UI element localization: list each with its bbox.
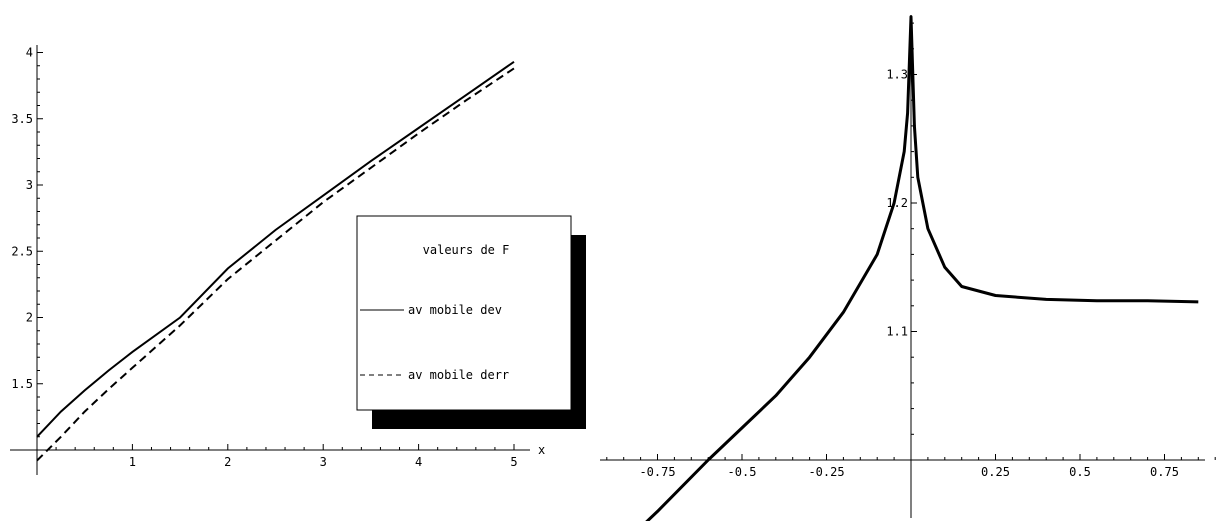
- y-tick-label: 3.5: [11, 112, 33, 126]
- x-tick-label: 5: [510, 455, 517, 469]
- x-tick-label: -0.75: [639, 465, 675, 479]
- series-line-1: [645, 15, 1199, 521]
- series-line-2: [36, 67, 515, 462]
- series-line-1: [36, 60, 515, 438]
- y-tick-label: 1.2: [886, 196, 908, 210]
- x-tick-label: 0.75: [1150, 465, 1179, 479]
- x-tick-label: 3: [320, 455, 327, 469]
- legend-label-2: av mobile derr: [408, 368, 509, 382]
- legend-title: valeurs de F: [423, 243, 510, 257]
- y-tick-label: 1.3: [886, 68, 908, 82]
- y-tick-label: 2.5: [11, 244, 33, 258]
- y-tick-label: 4: [26, 46, 33, 60]
- legend-label-1: av mobile dev: [408, 303, 502, 317]
- y-tick-label: 3: [26, 178, 33, 192]
- x-axis-label: x: [538, 443, 545, 457]
- chart-left: 1 2 3 4 5 1.5 2 2.5 3 3.5 4 x valeurs de F av mobile …: [10, 45, 586, 475]
- x-tick-label: -0.5: [728, 465, 757, 479]
- x-tick-label: 4: [415, 455, 422, 469]
- x-tick-label: -0.25: [808, 465, 844, 479]
- y-tick-label: 1.1: [886, 325, 908, 339]
- x-tick-label: 0.5: [1069, 465, 1091, 479]
- x-tick-label: 0.25: [981, 465, 1010, 479]
- x-tick-label: 2: [224, 455, 231, 469]
- chart-right: -0.75 -0.5 -0.25 0.25 0.5 0.75 1.1 1.2 1.3: [600, 15, 1216, 521]
- y-tick-label: 2: [26, 311, 33, 325]
- x-tick-label: 1: [129, 455, 136, 469]
- y-tick-label: 1.5: [11, 377, 33, 391]
- legend-box: [356, 215, 572, 411]
